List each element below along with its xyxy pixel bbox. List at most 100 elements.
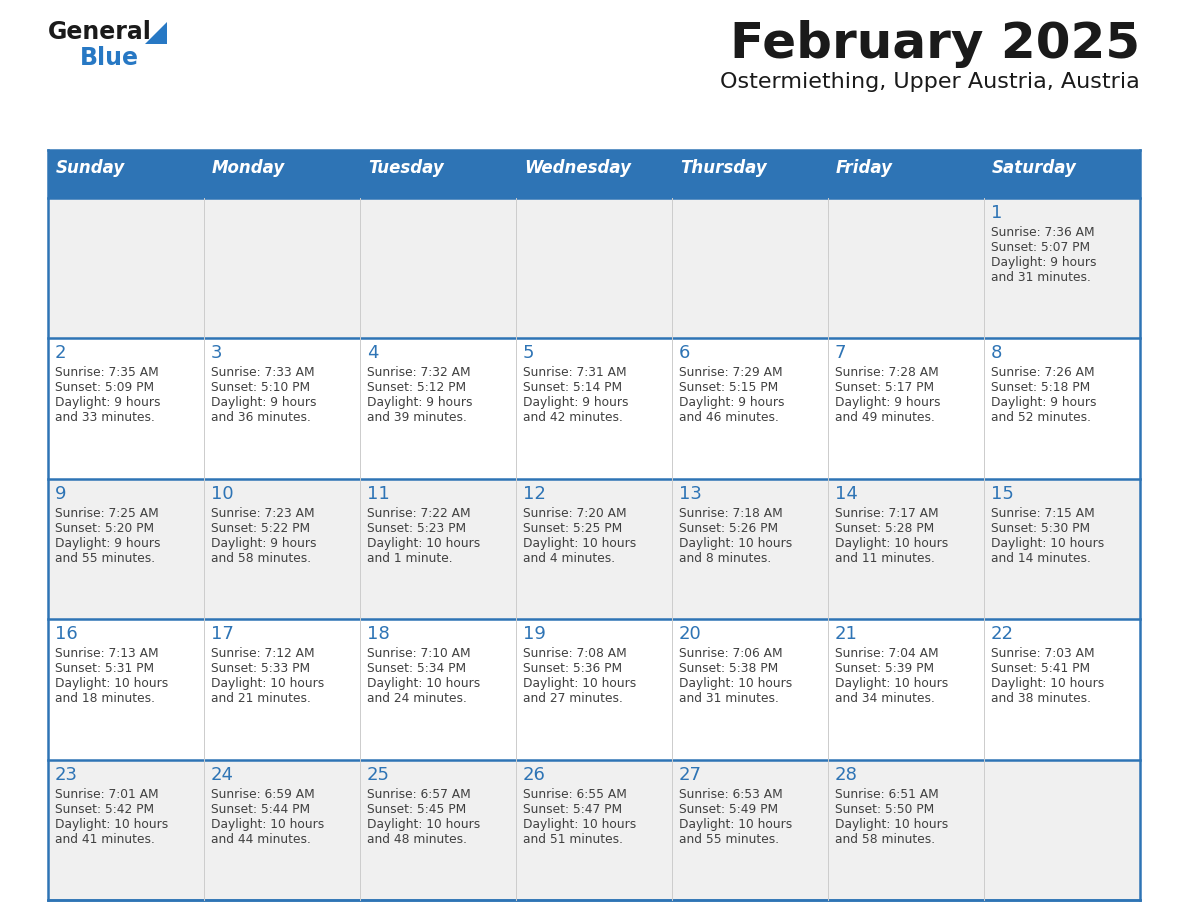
Text: Daylight: 10 hours: Daylight: 10 hours: [991, 537, 1105, 550]
Text: and 51 minutes.: and 51 minutes.: [523, 833, 623, 845]
Text: Sunset: 5:20 PM: Sunset: 5:20 PM: [55, 521, 154, 535]
Text: Friday: Friday: [836, 159, 893, 177]
Text: Sunrise: 7:26 AM: Sunrise: 7:26 AM: [991, 366, 1094, 379]
Text: Sunrise: 7:17 AM: Sunrise: 7:17 AM: [835, 507, 939, 520]
Text: Daylight: 9 hours: Daylight: 9 hours: [367, 397, 473, 409]
Text: and 55 minutes.: and 55 minutes.: [55, 552, 156, 565]
Text: Sunrise: 7:12 AM: Sunrise: 7:12 AM: [211, 647, 315, 660]
Text: 21: 21: [835, 625, 858, 644]
Text: Saturday: Saturday: [992, 159, 1076, 177]
Text: Sunrise: 7:13 AM: Sunrise: 7:13 AM: [55, 647, 159, 660]
Text: Daylight: 10 hours: Daylight: 10 hours: [367, 537, 480, 550]
Text: Daylight: 10 hours: Daylight: 10 hours: [523, 677, 637, 690]
Text: 15: 15: [991, 485, 1013, 503]
Text: Sunday: Sunday: [56, 159, 125, 177]
Text: 14: 14: [835, 485, 858, 503]
Text: Daylight: 9 hours: Daylight: 9 hours: [835, 397, 941, 409]
Text: Daylight: 10 hours: Daylight: 10 hours: [367, 677, 480, 690]
Text: Sunset: 5:18 PM: Sunset: 5:18 PM: [991, 381, 1091, 395]
Text: 12: 12: [523, 485, 545, 503]
Text: 17: 17: [211, 625, 234, 644]
Text: Sunrise: 6:55 AM: Sunrise: 6:55 AM: [523, 788, 627, 800]
Text: Daylight: 9 hours: Daylight: 9 hours: [680, 397, 784, 409]
Bar: [48, 759, 1140, 900]
Text: Wednesday: Wednesday: [524, 159, 631, 177]
Text: 1: 1: [991, 204, 1003, 222]
Text: Sunrise: 7:23 AM: Sunrise: 7:23 AM: [211, 507, 315, 520]
Text: and 31 minutes.: and 31 minutes.: [991, 271, 1091, 284]
Text: Thursday: Thursday: [680, 159, 766, 177]
Text: Blue: Blue: [80, 46, 139, 70]
Text: Sunrise: 7:29 AM: Sunrise: 7:29 AM: [680, 366, 783, 379]
Text: and 38 minutes.: and 38 minutes.: [991, 692, 1091, 705]
Text: Daylight: 9 hours: Daylight: 9 hours: [55, 397, 160, 409]
Text: Daylight: 9 hours: Daylight: 9 hours: [991, 256, 1097, 269]
Text: Sunset: 5:36 PM: Sunset: 5:36 PM: [523, 662, 623, 676]
Text: and 46 minutes.: and 46 minutes.: [680, 411, 779, 424]
Text: and 1 minute.: and 1 minute.: [367, 552, 453, 565]
Text: Sunset: 5:42 PM: Sunset: 5:42 PM: [55, 802, 154, 815]
Text: Daylight: 9 hours: Daylight: 9 hours: [211, 397, 316, 409]
Text: Sunset: 5:44 PM: Sunset: 5:44 PM: [211, 802, 310, 815]
Text: Sunrise: 6:53 AM: Sunrise: 6:53 AM: [680, 788, 783, 800]
Text: 9: 9: [55, 485, 67, 503]
Text: and 8 minutes.: and 8 minutes.: [680, 552, 771, 565]
Bar: [48, 198, 1140, 339]
Text: Daylight: 9 hours: Daylight: 9 hours: [55, 537, 160, 550]
Text: and 55 minutes.: and 55 minutes.: [680, 833, 779, 845]
Text: 10: 10: [211, 485, 234, 503]
Text: Sunset: 5:47 PM: Sunset: 5:47 PM: [523, 802, 623, 815]
Text: 27: 27: [680, 766, 702, 784]
Text: Daylight: 10 hours: Daylight: 10 hours: [835, 537, 948, 550]
Text: Sunset: 5:25 PM: Sunset: 5:25 PM: [523, 521, 623, 535]
Text: Daylight: 10 hours: Daylight: 10 hours: [55, 818, 169, 831]
Bar: [204, 150, 360, 198]
Text: Sunrise: 6:57 AM: Sunrise: 6:57 AM: [367, 788, 470, 800]
Text: and 36 minutes.: and 36 minutes.: [211, 411, 311, 424]
Text: 7: 7: [835, 344, 847, 363]
Text: 25: 25: [367, 766, 390, 784]
Text: 2: 2: [55, 344, 67, 363]
Text: Sunset: 5:17 PM: Sunset: 5:17 PM: [835, 381, 934, 395]
Text: Sunset: 5:45 PM: Sunset: 5:45 PM: [367, 802, 466, 815]
Text: and 31 minutes.: and 31 minutes.: [680, 692, 779, 705]
Text: 26: 26: [523, 766, 545, 784]
Text: Sunrise: 7:20 AM: Sunrise: 7:20 AM: [523, 507, 626, 520]
Text: 4: 4: [367, 344, 379, 363]
Text: and 4 minutes.: and 4 minutes.: [523, 552, 615, 565]
Text: Sunrise: 7:15 AM: Sunrise: 7:15 AM: [991, 507, 1095, 520]
Text: Sunset: 5:22 PM: Sunset: 5:22 PM: [211, 521, 310, 535]
Text: Sunrise: 7:01 AM: Sunrise: 7:01 AM: [55, 788, 159, 800]
Text: Daylight: 9 hours: Daylight: 9 hours: [523, 397, 628, 409]
Text: Daylight: 10 hours: Daylight: 10 hours: [211, 818, 324, 831]
Text: Daylight: 10 hours: Daylight: 10 hours: [523, 818, 637, 831]
Text: Sunset: 5:15 PM: Sunset: 5:15 PM: [680, 381, 778, 395]
Text: Sunrise: 7:28 AM: Sunrise: 7:28 AM: [835, 366, 939, 379]
Text: 5: 5: [523, 344, 535, 363]
Bar: [48, 339, 1140, 479]
Text: and 58 minutes.: and 58 minutes.: [211, 552, 311, 565]
Text: Daylight: 10 hours: Daylight: 10 hours: [835, 818, 948, 831]
Text: and 24 minutes.: and 24 minutes.: [367, 692, 467, 705]
Text: Sunrise: 7:32 AM: Sunrise: 7:32 AM: [367, 366, 470, 379]
Text: and 21 minutes.: and 21 minutes.: [211, 692, 311, 705]
Text: Daylight: 10 hours: Daylight: 10 hours: [680, 537, 792, 550]
Text: and 49 minutes.: and 49 minutes.: [835, 411, 935, 424]
Text: Daylight: 10 hours: Daylight: 10 hours: [211, 677, 324, 690]
Text: General: General: [48, 20, 152, 44]
Text: Sunset: 5:28 PM: Sunset: 5:28 PM: [835, 521, 934, 535]
Text: 18: 18: [367, 625, 390, 644]
Text: Daylight: 9 hours: Daylight: 9 hours: [991, 397, 1097, 409]
Text: Daylight: 9 hours: Daylight: 9 hours: [211, 537, 316, 550]
Text: and 33 minutes.: and 33 minutes.: [55, 411, 154, 424]
Text: Sunrise: 7:04 AM: Sunrise: 7:04 AM: [835, 647, 939, 660]
Bar: [48, 620, 1140, 759]
Text: Sunset: 5:10 PM: Sunset: 5:10 PM: [211, 381, 310, 395]
Text: Sunrise: 6:51 AM: Sunrise: 6:51 AM: [835, 788, 939, 800]
Text: 8: 8: [991, 344, 1003, 363]
Text: and 11 minutes.: and 11 minutes.: [835, 552, 935, 565]
Text: Daylight: 10 hours: Daylight: 10 hours: [680, 677, 792, 690]
Text: 19: 19: [523, 625, 545, 644]
Text: Sunrise: 7:25 AM: Sunrise: 7:25 AM: [55, 507, 159, 520]
Text: Daylight: 10 hours: Daylight: 10 hours: [680, 818, 792, 831]
